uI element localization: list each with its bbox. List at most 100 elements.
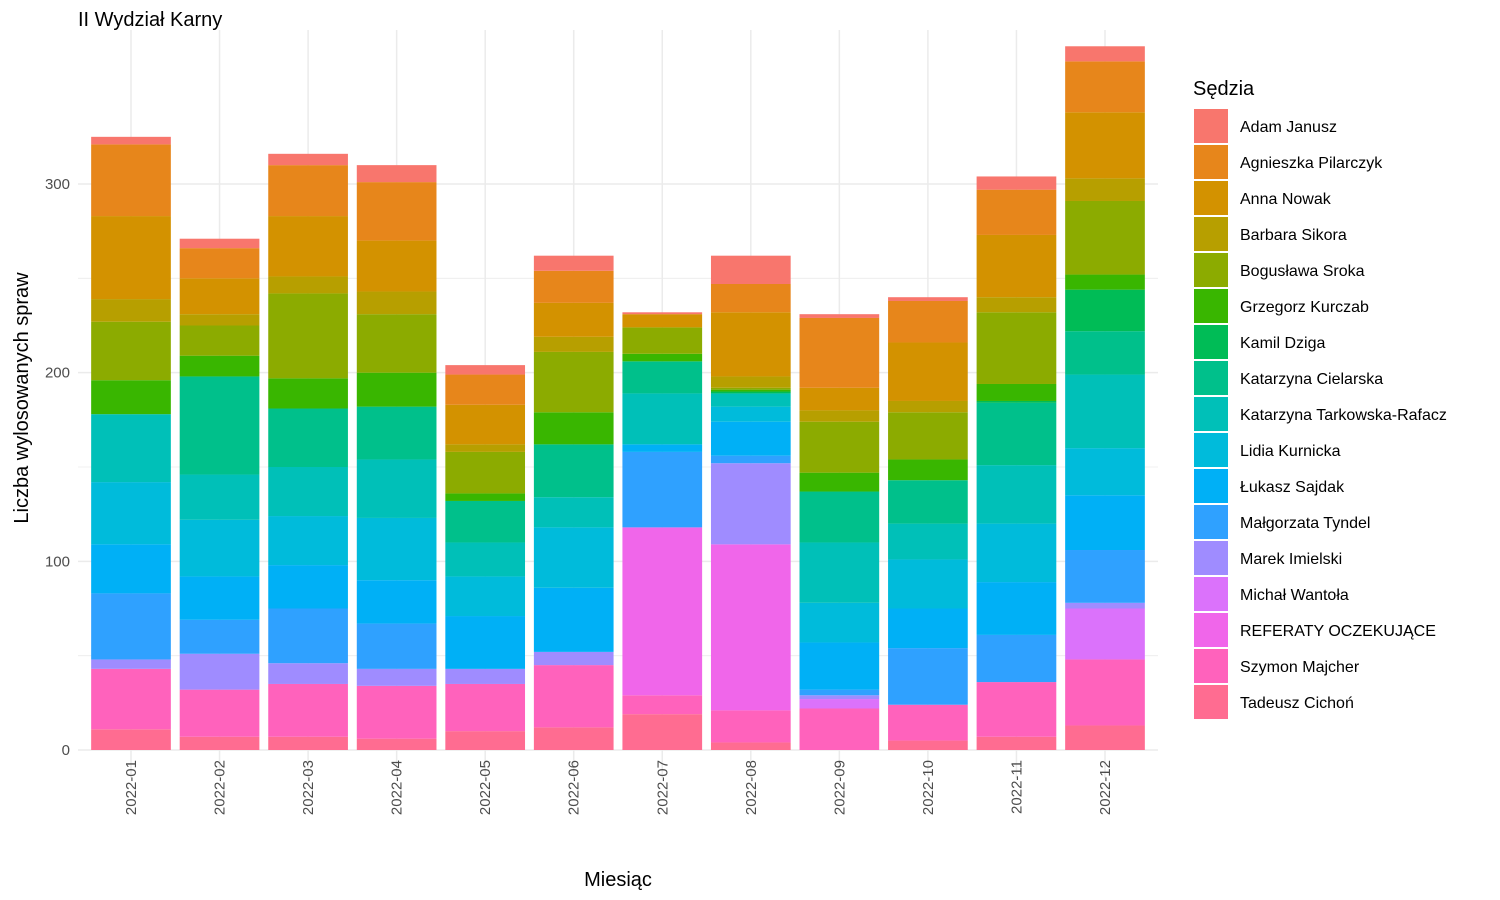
y-axis-label: Liczba wylosowanych spraw xyxy=(11,272,33,524)
legend-swatch xyxy=(1194,613,1228,647)
bar-segment xyxy=(1065,495,1145,551)
legend-label: Barbara Sikora xyxy=(1240,227,1347,244)
bar-segment xyxy=(445,731,526,750)
bar-segment xyxy=(1065,448,1145,496)
legend: Sędzia Adam Janusz Agnieszka Pilarczyk Ann… xyxy=(1193,78,1447,719)
bar-segment xyxy=(268,683,348,737)
bar-segment xyxy=(710,742,791,750)
x-tick-label: 2022-09 xyxy=(831,760,848,815)
y-tick-label: 300 xyxy=(45,176,70,193)
bar-segment xyxy=(268,608,348,664)
y-tick-label: 100 xyxy=(45,553,70,570)
y-tick-label: 200 xyxy=(45,365,70,382)
bar-segment xyxy=(1065,602,1145,609)
bar-segment xyxy=(179,689,260,737)
y-tick-label: 0 xyxy=(62,742,70,759)
bar-segment xyxy=(888,342,968,401)
bar-segment xyxy=(91,668,171,730)
bar-segment xyxy=(268,165,348,217)
legend-label: Adam Janusz xyxy=(1240,119,1337,136)
bar-segment xyxy=(356,668,437,686)
legend-swatch xyxy=(1194,181,1228,215)
x-tick-label: 2022-11 xyxy=(1008,760,1025,814)
legend-swatch xyxy=(1194,397,1228,431)
bar-segment xyxy=(533,302,614,337)
bar-segment xyxy=(533,587,614,652)
bar-segment xyxy=(976,523,1057,583)
bar-segment xyxy=(445,365,526,375)
bar-segment xyxy=(799,689,880,696)
x-tick-label: 2022-05 xyxy=(477,760,494,815)
chart-title: II Wydział Karny xyxy=(78,9,222,31)
bar-segment xyxy=(445,542,526,577)
bar-segment xyxy=(179,376,260,475)
bar-segment xyxy=(179,278,260,315)
x-tick-label: 2022-06 xyxy=(566,760,583,815)
bar-segment xyxy=(799,421,880,473)
bar-segment xyxy=(710,455,791,464)
bar-segment xyxy=(799,602,880,643)
bar-segment xyxy=(268,276,348,294)
bar-segment xyxy=(1065,374,1145,449)
bar-segment xyxy=(622,327,703,354)
bar-segment xyxy=(179,325,260,356)
bar-segment xyxy=(710,710,791,743)
bar-segment xyxy=(356,314,437,373)
x-axis: 2022-01 2022-02 2022-03 2022-04 2022-05 2022-… xyxy=(123,760,1114,815)
bar-segment xyxy=(356,165,437,183)
x-tick-label: 2022-12 xyxy=(1097,760,1114,815)
bar-segment xyxy=(1065,608,1145,660)
bar-segment xyxy=(976,176,1057,190)
bar-segment xyxy=(1065,659,1145,726)
bar-segment xyxy=(976,312,1057,384)
bar-segment xyxy=(799,317,880,388)
bar-segment xyxy=(888,648,968,705)
bar-segment xyxy=(710,391,791,394)
bar-segment xyxy=(888,523,968,560)
bar-segment xyxy=(622,312,703,315)
legend-swatch xyxy=(1194,649,1228,683)
bar-segment xyxy=(710,463,791,545)
legend-label: Małgorzata Tyndel xyxy=(1240,515,1370,532)
bar-segment xyxy=(710,312,791,377)
bar-segment xyxy=(1065,112,1145,179)
bar-segment xyxy=(1065,178,1145,201)
bar-segment xyxy=(710,544,791,711)
bar-segment xyxy=(976,297,1057,313)
bar-segment xyxy=(91,729,171,750)
bar-segment xyxy=(356,517,437,581)
bar-segment xyxy=(888,608,968,649)
bar-segment xyxy=(888,300,968,343)
x-tick-label: 2022-10 xyxy=(920,760,937,815)
legend-label: Katarzyna Tarkowska-Rafacz xyxy=(1240,407,1447,424)
bar-segment xyxy=(1065,725,1145,750)
bar-segment xyxy=(91,544,171,594)
bar-segment xyxy=(356,240,437,292)
bar-segment xyxy=(533,497,614,528)
bar-segment xyxy=(356,459,437,518)
bar-segment xyxy=(799,695,880,700)
bar-segment xyxy=(710,393,791,407)
bar-segment xyxy=(179,576,260,620)
bar-segment xyxy=(710,283,791,313)
bar-segment xyxy=(268,153,348,166)
bar-segment xyxy=(91,321,171,381)
bar-segment xyxy=(445,683,526,732)
bar-segment xyxy=(268,293,348,379)
legend-swatch xyxy=(1194,145,1228,179)
legend-label: REFERATY OCZEKUJĄCE xyxy=(1240,623,1436,640)
bar-segment xyxy=(91,216,171,300)
legend-label: Katarzyna Cielarska xyxy=(1240,371,1383,388)
legend-label: Anna Nowak xyxy=(1240,191,1332,208)
bar-segment xyxy=(710,389,791,392)
legend-label: Marek Imielski xyxy=(1240,551,1342,568)
bar-segment xyxy=(445,493,526,501)
bar-segment xyxy=(268,516,348,566)
bar-segment xyxy=(91,144,171,217)
bar-segment xyxy=(356,738,437,750)
bar-segment xyxy=(179,248,260,279)
legend-label: Kamil Dziga xyxy=(1240,335,1325,352)
bar-segment xyxy=(179,238,260,249)
bar-segment xyxy=(622,451,703,528)
